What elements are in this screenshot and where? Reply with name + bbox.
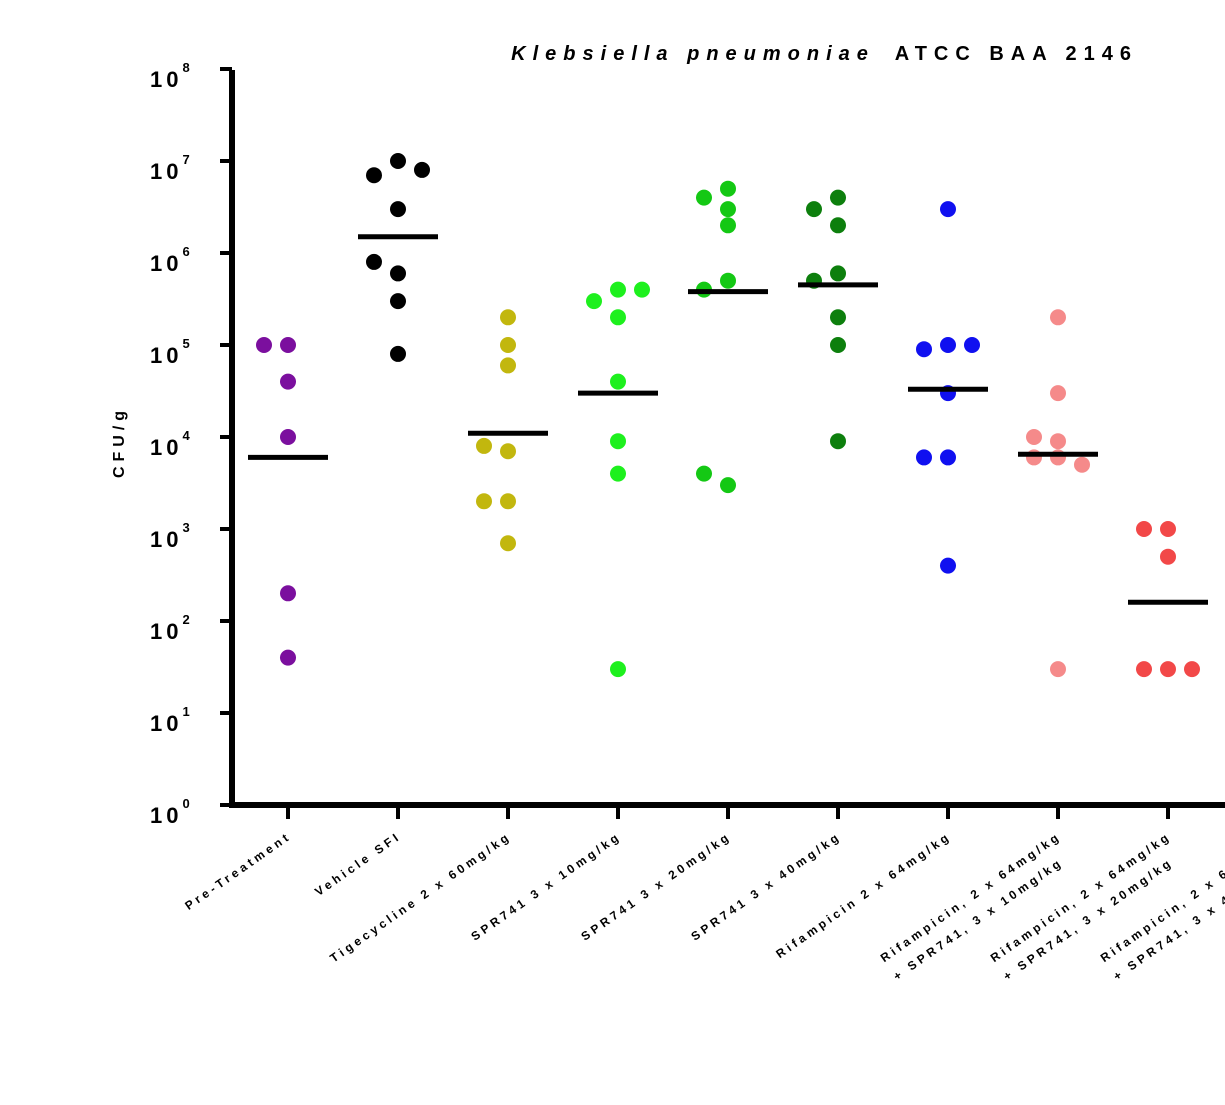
data-point [366, 167, 382, 184]
data-point [1160, 548, 1176, 565]
data-point [476, 493, 492, 510]
data-point [830, 189, 846, 206]
data-point [720, 180, 736, 197]
data-point [500, 493, 516, 510]
median-lines [248, 234, 1208, 605]
data-point [280, 585, 296, 602]
data-point [280, 649, 296, 666]
data-point [280, 429, 296, 445]
y-axis-ticks: 100 101 102 103 104 105 106 107 108 [150, 60, 232, 828]
data-points [256, 153, 1200, 678]
y-tick-label: 108 [150, 60, 194, 92]
data-point [1050, 385, 1066, 402]
data-point [610, 465, 626, 482]
data-point [1074, 456, 1090, 473]
y-tick-label: 100 [150, 796, 194, 828]
data-point [696, 465, 712, 482]
data-point [256, 337, 272, 353]
data-point [390, 293, 406, 310]
data-point [720, 217, 736, 234]
data-point [830, 337, 846, 353]
data-point [390, 201, 406, 218]
data-point [634, 281, 650, 298]
data-point [1160, 521, 1176, 537]
data-point [830, 433, 846, 450]
data-point [830, 309, 846, 326]
data-point [830, 217, 846, 234]
data-point [610, 309, 626, 326]
category-label: Vehicle SFI [312, 829, 403, 899]
data-point [940, 557, 956, 574]
data-point [720, 201, 736, 218]
y-tick-label: 106 [150, 244, 194, 276]
data-point [390, 153, 406, 169]
data-point [1050, 433, 1066, 450]
data-point [1160, 661, 1176, 678]
chart-title: Klebsiella pneumoniae ATCC BAA 2146 [511, 43, 1138, 65]
data-point [610, 661, 626, 678]
data-point [916, 449, 932, 466]
chart-title-plain: ATCC BAA 2146 [895, 43, 1138, 65]
y-tick-label: 101 [150, 704, 194, 736]
data-point [720, 477, 736, 494]
y-tick-label: 105 [150, 336, 194, 368]
data-point [500, 535, 516, 552]
data-point [500, 357, 516, 374]
data-point [806, 201, 822, 218]
data-point [390, 345, 406, 362]
category-label: Tigecycline 2 x 60mg/kg [327, 829, 513, 965]
data-point [940, 201, 956, 218]
data-point [830, 265, 846, 282]
y-tick-label: 103 [150, 520, 194, 552]
data-point [1026, 429, 1042, 445]
data-point [1184, 661, 1200, 678]
data-point [610, 373, 626, 390]
category-label: Rifampicin, 2 x 64mg/kg [878, 829, 1064, 965]
data-point [1050, 661, 1066, 678]
data-point [610, 281, 626, 298]
data-point [280, 337, 296, 353]
data-point [916, 341, 932, 358]
data-point [964, 337, 980, 353]
data-point [586, 293, 602, 310]
data-point [366, 253, 382, 270]
y-tick-label: 107 [150, 152, 194, 184]
data-point [500, 337, 516, 353]
data-point [696, 189, 712, 206]
data-point [280, 373, 296, 390]
data-point [476, 437, 492, 454]
data-point [940, 337, 956, 353]
data-point [390, 265, 406, 282]
data-point [610, 433, 626, 450]
category-label: Pre-Treatment [182, 829, 293, 913]
chart-title-italic: Klebsiella pneumoniae [511, 43, 875, 65]
data-point [1050, 309, 1066, 326]
data-point [500, 443, 516, 460]
category-label: Rifampicin 2 x 64mg/kg [773, 829, 953, 961]
data-point [1136, 661, 1152, 678]
data-point [500, 309, 516, 326]
data-point [720, 272, 736, 289]
y-tick-label: 102 [150, 612, 194, 644]
y-tick-label: 104 [150, 428, 194, 460]
data-point [940, 449, 956, 466]
data-point [1136, 521, 1152, 537]
data-point [414, 161, 430, 178]
y-axis-label: CFU/g [111, 406, 128, 478]
